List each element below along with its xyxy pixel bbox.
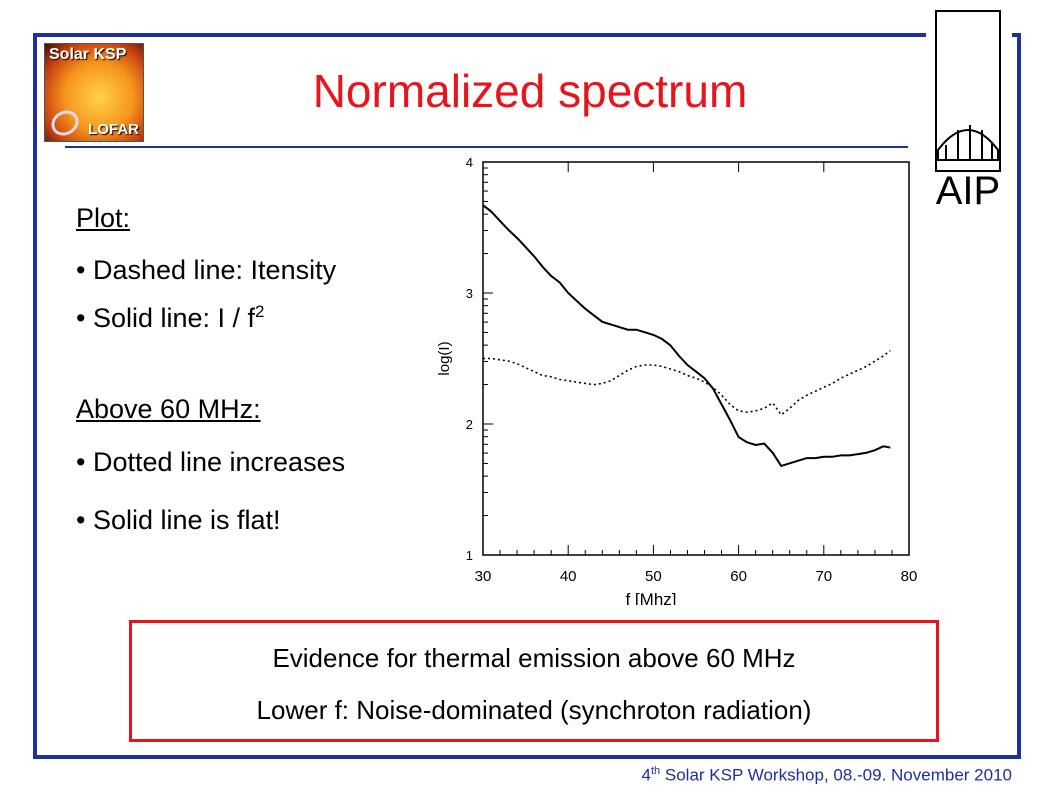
slide-frame [33, 33, 1021, 759]
y-axis-label: log(I) [436, 341, 453, 375]
footer-number: 4 [641, 765, 651, 785]
bullet-solid-flat: • Solid line is flat! [76, 505, 281, 535]
logo-text-top: Solar KSP [49, 46, 127, 63]
evidence-box: Evidence for thermal emission above 60 M… [129, 620, 939, 742]
logo-text-bottom: LOFAR [88, 121, 139, 138]
evidence-line-1: Evidence for thermal emission above 60 M… [272, 643, 796, 673]
solid-line-series [482, 204, 891, 468]
x-tick-label: 60 [730, 568, 747, 585]
plot-heading: Plot: [76, 203, 131, 233]
footer-superscript: th [650, 765, 661, 777]
aip-label: AIP [936, 169, 1000, 210]
data-lines [482, 204, 891, 468]
aip-logo: AIP [926, 10, 1012, 213]
above-heading: Above 60 MHz: [76, 394, 261, 424]
x-axis-label: f [Mhz] [625, 590, 676, 605]
evidence-line-2: Lower f: Noise-dominated (synchroton rad… [256, 695, 812, 725]
solar-ksp-lofar-logo: Solar KSP LOFAR [44, 43, 144, 142]
title-divider [65, 146, 908, 148]
y-tick-label: 1 [466, 548, 473, 563]
footer-text: Solar KSP Workshop, 08.-09. November 201… [660, 765, 1012, 785]
superscript-two: 2 [255, 302, 265, 321]
x-tick-label: 30 [475, 568, 492, 585]
bullet-solid-line-text: • Solid line: I / f [76, 303, 256, 333]
lofar-ring-icon [46, 105, 84, 141]
axis-ticks: 30 40 50 60 70 80 1 2 3 4 [466, 155, 918, 585]
dotted-line-series [483, 349, 891, 416]
x-tick-label: 40 [560, 568, 577, 585]
slide-title: Normalized spectrum [312, 65, 748, 117]
y-tick-label: 2 [466, 417, 473, 432]
x-tick-label: 80 [901, 568, 918, 585]
y-tick-label: 4 [466, 155, 473, 170]
x-tick-label: 70 [815, 568, 832, 585]
bullet-solid-line: • Solid line: I / f2 [76, 302, 265, 334]
bullet-dotted-increases: • Dotted line increases [76, 447, 346, 477]
plot-area-frame [482, 161, 910, 556]
footer: 4th Solar KSP Workshop, 08.-09. November… [642, 765, 1013, 786]
aip-logo-graphic: AIP [935, 10, 1001, 213]
spectrum-chart: 30 40 50 60 70 80 1 2 3 4 f [Mhz] log(I) [436, 155, 918, 605]
x-tick-label: 50 [645, 568, 662, 585]
y-tick-label: 3 [466, 286, 473, 301]
bullet-dashed-line: • Dashed line: Itensity [76, 255, 337, 285]
